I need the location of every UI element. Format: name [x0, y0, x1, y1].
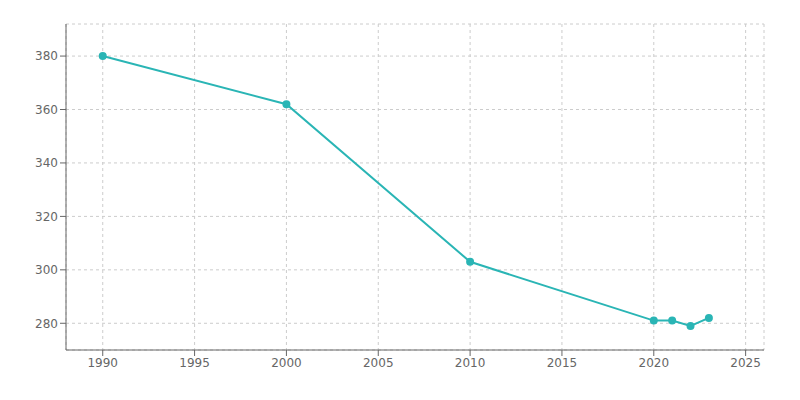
svg-text:380: 380: [35, 49, 58, 63]
svg-text:1995: 1995: [179, 356, 210, 370]
svg-text:2025: 2025: [730, 356, 761, 370]
svg-text:1990: 1990: [87, 356, 118, 370]
svg-text:360: 360: [35, 103, 58, 117]
svg-text:280: 280: [35, 317, 58, 331]
svg-text:2015: 2015: [547, 356, 578, 370]
svg-text:300: 300: [35, 263, 58, 277]
svg-text:320: 320: [35, 210, 58, 224]
svg-text:2005: 2005: [363, 356, 394, 370]
svg-text:2020: 2020: [639, 356, 670, 370]
svg-text:2000: 2000: [271, 356, 302, 370]
svg-text:2010: 2010: [455, 356, 486, 370]
svg-text:340: 340: [35, 156, 58, 170]
